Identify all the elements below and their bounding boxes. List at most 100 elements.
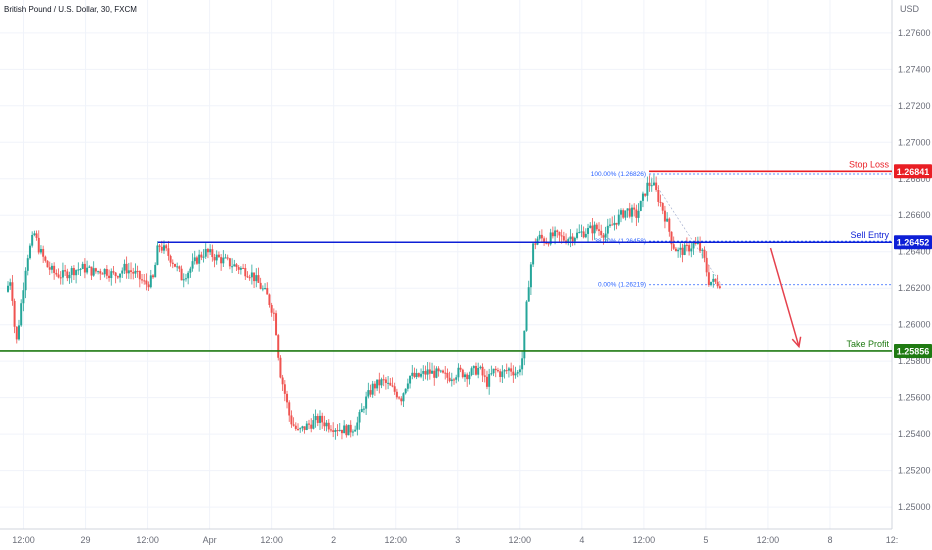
candle-body — [448, 377, 451, 382]
candle-body — [195, 257, 198, 264]
candle-body — [619, 210, 622, 215]
candle-body — [336, 430, 339, 432]
candle-body — [417, 373, 420, 377]
candle-body — [688, 245, 691, 252]
candle-body — [173, 263, 176, 267]
candle-body — [492, 368, 495, 374]
level-price-badge-text: 1.26841 — [897, 167, 930, 177]
candle-body — [655, 182, 658, 190]
candle-body — [657, 189, 660, 202]
candle-body — [37, 237, 40, 253]
arrow-head — [791, 336, 802, 349]
price-tick-label: 1.26600 — [898, 210, 931, 220]
candle-body — [600, 230, 603, 236]
candle-body — [354, 429, 357, 432]
candle-body — [501, 371, 504, 377]
candle-body — [31, 234, 34, 246]
candle-body — [433, 370, 436, 378]
candle-body — [108, 275, 111, 279]
candle-body — [286, 393, 289, 403]
candle-body — [716, 281, 719, 287]
candle-body — [659, 201, 662, 203]
candle-body — [171, 262, 174, 264]
candle-body — [378, 379, 381, 386]
time-tick-label: 3 — [455, 535, 460, 545]
candle-body — [48, 267, 51, 270]
candle-body — [670, 231, 673, 245]
candle-body — [538, 234, 541, 239]
candle-body — [147, 284, 150, 288]
candle-body — [279, 357, 282, 378]
candle-body — [303, 426, 306, 430]
candle-body — [125, 263, 128, 274]
candle-body — [382, 379, 385, 381]
candle-body — [630, 207, 633, 217]
candle-body — [589, 225, 592, 228]
candle-body — [239, 267, 242, 270]
candle-body — [466, 374, 469, 380]
candle-body — [198, 254, 201, 264]
candle-body — [595, 224, 598, 230]
candle-body — [470, 368, 473, 376]
time-tick-label: 12: — [886, 535, 899, 545]
candle-body — [499, 371, 502, 377]
projection-arrow — [769, 247, 802, 349]
candle-body — [490, 373, 493, 375]
candle-body — [11, 282, 14, 301]
candle-body — [75, 270, 78, 276]
time-tick-label: 12:00 — [384, 535, 407, 545]
candle-body — [395, 391, 398, 398]
candle-body — [512, 371, 515, 376]
candle-body — [428, 369, 431, 374]
candle-body — [409, 375, 412, 384]
candle-body — [187, 272, 190, 279]
candle-body — [222, 257, 225, 264]
candle-body — [281, 377, 284, 385]
candle-body — [121, 270, 124, 274]
candle-body — [690, 248, 693, 252]
candle-body — [202, 256, 205, 258]
candle-body — [334, 430, 337, 432]
level-name-label: Take Profit — [846, 339, 889, 349]
candle-body — [307, 423, 310, 425]
candle-body — [275, 313, 278, 336]
candle-body — [635, 209, 638, 218]
candle-body — [332, 430, 335, 432]
candle-body — [228, 258, 231, 267]
price-tick-label: 1.27600 — [898, 28, 931, 38]
candle-body — [446, 372, 449, 378]
price-levels: Stop Loss 1.26841 Sell Entry 1.26452 Take Pr… — [0, 159, 932, 358]
candle-body — [615, 222, 618, 225]
candle-body — [545, 242, 548, 244]
candle-body — [369, 390, 372, 395]
candle-body — [576, 232, 579, 238]
candle-body — [209, 249, 212, 253]
candle-body — [59, 277, 62, 279]
candle-body — [158, 245, 161, 247]
candle-body — [707, 272, 710, 285]
candle-body — [318, 415, 321, 423]
candle-body — [481, 366, 484, 376]
time-tick-label: 29 — [81, 535, 91, 545]
candle-body — [571, 236, 574, 242]
candle-body — [193, 257, 196, 262]
candle-body — [358, 412, 361, 423]
candle-body — [92, 268, 95, 276]
candle-body — [362, 408, 365, 410]
level-name-label: Sell Entry — [850, 230, 889, 240]
candle-body — [387, 382, 390, 384]
candle-body — [42, 248, 45, 257]
candle-body — [70, 268, 73, 275]
candle-body — [323, 422, 326, 427]
candle-body — [343, 425, 346, 434]
candle-body — [114, 272, 117, 277]
candle-body — [257, 275, 260, 283]
candle-body — [178, 266, 181, 269]
candle-body — [468, 375, 471, 380]
candle-body — [314, 416, 317, 421]
candle-body — [134, 270, 137, 274]
candle-body — [292, 424, 295, 426]
candle-body — [132, 271, 135, 274]
candle-body — [663, 210, 666, 222]
candle-body — [584, 233, 587, 238]
